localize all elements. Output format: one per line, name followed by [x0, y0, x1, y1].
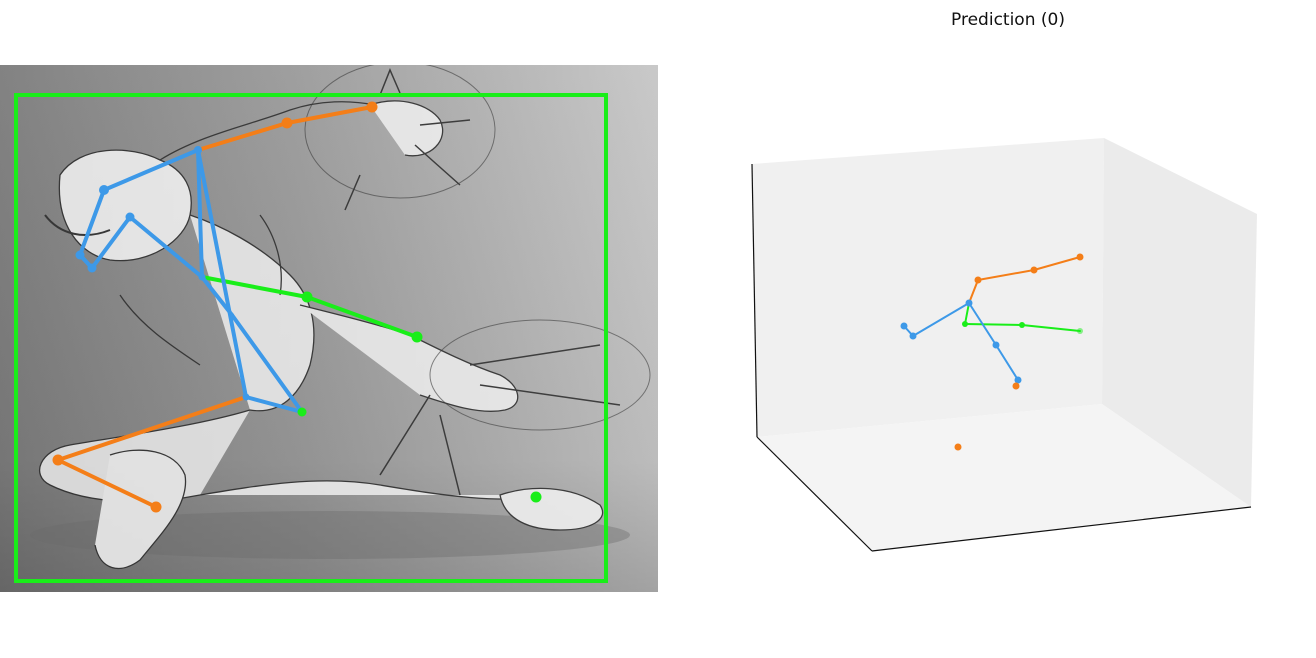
- joint3d-l-elbow: [1019, 322, 1025, 328]
- joint-r-shoulder: [194, 146, 202, 154]
- bone-spine-lhip: [230, 313, 304, 414]
- joint3d-neck: [965, 299, 973, 307]
- z-axis-line: [751, 163, 758, 438]
- joint3d-pelvis: [1014, 376, 1022, 384]
- joints-3d: [900, 253, 1084, 451]
- bone3d-l-forearm: [1021, 324, 1081, 332]
- prediction-3d-plot[interactable]: [700, 0, 1316, 658]
- x-axis-line: [756, 436, 873, 552]
- joint-pelvis: [242, 393, 250, 401]
- bone-neck-thorax: [196, 148, 204, 279]
- joints-2d: [52, 101, 542, 513]
- bone-head-nose: [78, 188, 106, 257]
- joint-l-elbow: [301, 291, 313, 303]
- prediction-title: Prediction (0): [951, 10, 1065, 30]
- skeleton-3d: [903, 256, 1081, 387]
- bone-l-elbow-wrist: [305, 295, 419, 339]
- bone-neck-head: [102, 148, 200, 192]
- bone3d-neck-thorax: [964, 302, 970, 325]
- joint3d-spine: [992, 341, 1000, 349]
- joint-nose: [75, 250, 85, 260]
- shadow: [30, 511, 630, 559]
- joint3d-r-hip: [1012, 382, 1020, 390]
- bone-r-shoulder-elbow: [196, 121, 289, 152]
- joint3d-l-wrist: [1077, 328, 1083, 334]
- joint-r-elbow: [281, 117, 293, 129]
- bone-l-shoulder-elbow: [200, 275, 309, 299]
- joint-r-knee: [52, 454, 64, 466]
- joint-eye: [87, 263, 97, 273]
- y-axis-line: [871, 506, 1252, 552]
- joint-r-wrist: [366, 101, 378, 113]
- bone3d-pelvis: [995, 344, 1019, 381]
- joint-l-hip: [297, 407, 307, 417]
- person-bounding-box: [14, 93, 608, 583]
- joint3d-r-elbow: [1030, 266, 1038, 274]
- bone-neck-pelvis: [196, 148, 248, 399]
- joint3d-r-wrist: [1076, 253, 1084, 261]
- joint3d-r-shoulder: [974, 276, 982, 284]
- bone-ear-thorax: [128, 215, 204, 279]
- bone-r-elbow-wrist: [285, 105, 374, 125]
- bone-r-knee-ankle: [56, 458, 158, 509]
- joint3d-head: [909, 332, 917, 340]
- joint-l-ankle: [530, 491, 542, 503]
- joint-head: [99, 185, 109, 195]
- joint-ear: [125, 212, 135, 222]
- side-pane: [1102, 138, 1257, 507]
- joint3d-nose: [900, 322, 908, 330]
- bone3d-l-upper-arm: [964, 323, 1023, 326]
- joint3d-r-foot: [954, 443, 962, 451]
- back-pane: [752, 138, 1104, 437]
- bone3d-r-upper-arm: [977, 269, 1035, 281]
- floor-pane: [757, 404, 1251, 551]
- joint-l-wrist: [411, 331, 423, 343]
- input-image-panel: [0, 65, 658, 592]
- pose-overlay: [0, 65, 658, 592]
- joint3d-thorax: [962, 321, 968, 327]
- joint-r-ankle: [150, 501, 162, 513]
- bone-r-hip-knee: [56, 395, 248, 462]
- skeleton-2d: [56, 105, 419, 509]
- prediction-3d-panel: Prediction (0): [700, 0, 1316, 658]
- bone-thorax-spine: [200, 275, 234, 317]
- bone3d-r-forearm: [1033, 256, 1081, 271]
- bone3d-r-shoulder: [968, 279, 979, 304]
- bone3d-neck-head: [912, 302, 970, 337]
- bone3d-spine: [968, 302, 997, 346]
- joint-thorax: [198, 273, 206, 281]
- bone-pelvis-lhip: [244, 395, 304, 414]
- bone-eye-ear: [90, 215, 132, 270]
